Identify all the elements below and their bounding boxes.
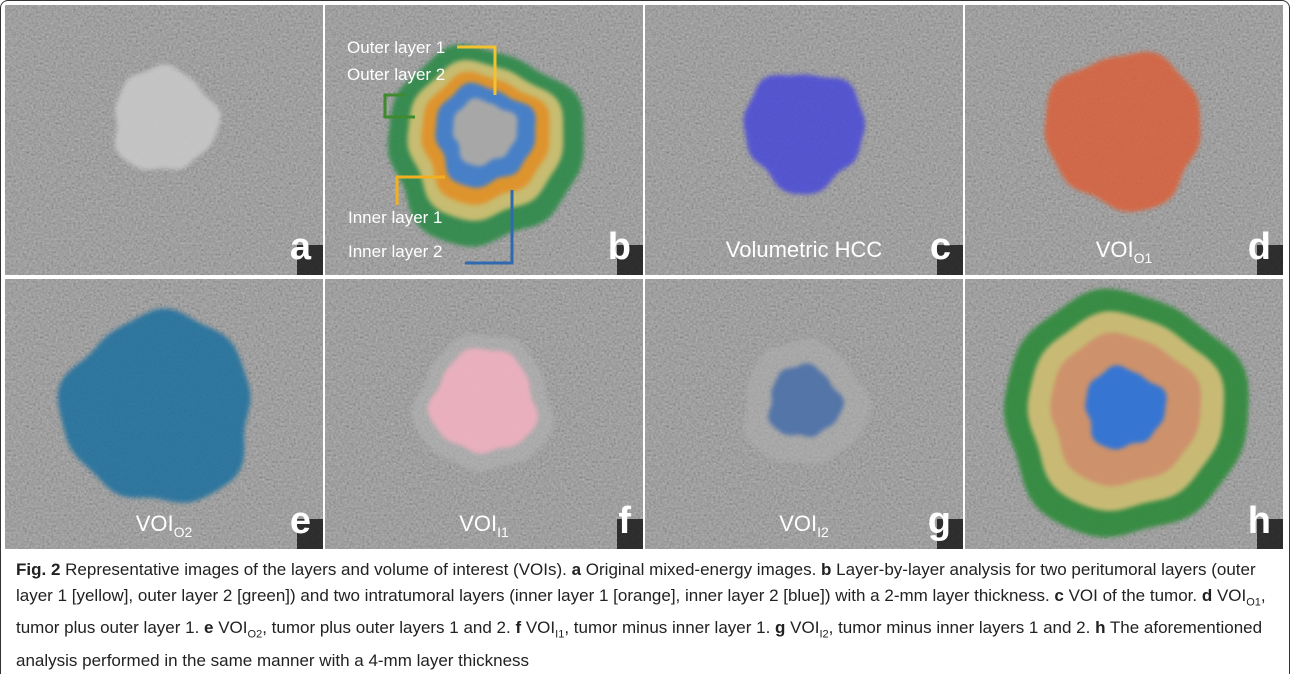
caption-text: VOI	[1212, 586, 1246, 605]
label-subscript: O2	[174, 524, 193, 540]
caption-subscript: I1	[555, 629, 564, 641]
caption-text: Original mixed-energy images.	[581, 560, 821, 579]
caption-text: , tumor plus outer layers 1 and 2.	[262, 618, 515, 637]
panel: a	[5, 5, 323, 275]
caption-text: VOI	[785, 618, 819, 637]
panel: e VOIO2	[5, 279, 323, 549]
panel-letter: b	[608, 226, 631, 268]
label-text: VOI	[779, 511, 817, 536]
caption-label: c	[1054, 586, 1063, 605]
annotation: Inner layer 1	[348, 208, 443, 227]
page: a b Outer layer 1 Outer layer 2 Inner layer …	[0, 0, 1293, 674]
label-text: VOI	[1096, 237, 1134, 262]
caption: Fig. 2 Representative images of the laye…	[16, 557, 1278, 674]
label-subscript: I1	[497, 524, 509, 540]
panel-letter: e	[290, 500, 311, 542]
label-text: Volumetric HCC	[726, 237, 883, 262]
panel: f VOII1	[325, 279, 643, 549]
panel-letter: c	[930, 226, 951, 268]
panel-letter: a	[290, 226, 312, 268]
label-text: VOI	[459, 511, 497, 536]
panel-label: Volumetric HCC	[726, 237, 883, 262]
label-subscript: O1	[1134, 250, 1153, 266]
caption-text: , tumor minus inner layer 1.	[564, 618, 775, 637]
figure: a b Outer layer 1 Outer layer 2 Inner layer …	[5, 5, 1285, 550]
caption-text: Representative images of the layers and …	[60, 560, 571, 579]
caption-label: b	[821, 560, 831, 579]
caption-text: , tumor minus inner layers 1 and 2.	[829, 618, 1095, 637]
caption-text: VOI of the tumor.	[1064, 586, 1202, 605]
caption-subscript: O1	[1246, 596, 1261, 608]
caption-text: VOI	[521, 618, 555, 637]
panel: h	[965, 279, 1283, 549]
caption-label: Fig. 2	[16, 560, 60, 579]
panel-letter: h	[1248, 500, 1271, 542]
caption-label: d	[1202, 586, 1212, 605]
caption-text: VOI	[214, 618, 248, 637]
panel-letter: g	[928, 500, 951, 542]
panel: c Volumetric HCC	[645, 5, 963, 275]
caption-subscript: I2	[819, 629, 828, 641]
annotation: Inner layer 2	[348, 242, 443, 261]
caption-label: e	[204, 618, 213, 637]
label-text: VOI	[136, 511, 174, 536]
panel: d VOIO1	[965, 5, 1283, 275]
panel-letter: f	[618, 500, 631, 542]
caption-label: a	[572, 560, 581, 579]
caption-label: g	[775, 618, 785, 637]
panel: b Outer layer 1 Outer layer 2 Inner layer 1…	[325, 5, 643, 275]
caption-label: h	[1095, 618, 1105, 637]
label-subscript: I2	[817, 524, 829, 540]
annotation: Outer layer 2	[347, 65, 445, 84]
panel-letter: d	[1248, 226, 1271, 268]
annotation: Outer layer 1	[347, 38, 445, 57]
caption-subscript: O2	[248, 629, 263, 641]
panel: g VOII2	[645, 279, 963, 549]
